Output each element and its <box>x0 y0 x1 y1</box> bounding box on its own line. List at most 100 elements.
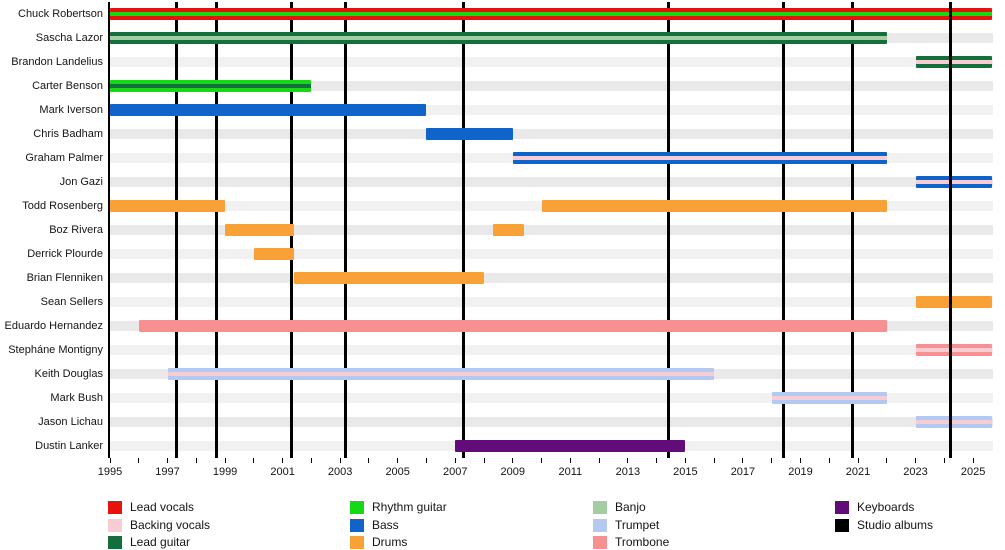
legend-label: Lead guitar <box>130 535 191 549</box>
axis-tick <box>598 458 600 463</box>
timeline-bar <box>138 320 887 332</box>
timeline-bar <box>110 200 226 212</box>
axis-tick <box>656 458 658 463</box>
timeline-row-band <box>110 273 993 283</box>
bar-stripe <box>915 180 992 184</box>
axis-year-label: 2025 <box>960 466 986 478</box>
member-label: Jason Lichau <box>38 416 103 428</box>
axis-tick <box>282 458 284 463</box>
member-label: Derrick Plourde <box>27 248 103 260</box>
album-line <box>174 2 178 458</box>
axis-tick <box>627 458 629 463</box>
axis-year-label: 2021 <box>845 466 871 478</box>
axis-year-label: 2009 <box>500 466 525 478</box>
album-line <box>344 2 348 458</box>
member-label: Keith Douglas <box>34 368 104 380</box>
timeline-bar <box>541 200 887 212</box>
timeline-bar <box>294 272 484 284</box>
axis-tick <box>915 458 917 463</box>
axis-tick <box>397 458 399 463</box>
timeline-bar <box>771 392 887 404</box>
member-label: Mark Iverson <box>39 104 103 116</box>
axis-tick <box>195 458 197 463</box>
legend-swatch <box>350 501 364 514</box>
member-label: Chuck Robertson <box>18 8 103 20</box>
timeline-row-band <box>110 177 993 187</box>
timeline-row-band <box>110 249 993 259</box>
bar-stripe <box>915 420 992 424</box>
axis-year-label: 1999 <box>212 466 238 478</box>
axis-tick <box>425 458 427 463</box>
axis-year-label: 1997 <box>155 466 180 478</box>
member-label: Todd Rosenberg <box>22 200 103 212</box>
timeline-bar <box>915 344 992 356</box>
axis-tick <box>483 458 485 463</box>
timeline-bar <box>426 128 513 140</box>
member-label: Dustin Lanker <box>35 440 103 452</box>
timeline-bar <box>915 296 992 308</box>
album-line <box>948 2 952 458</box>
axis-tick <box>742 458 744 463</box>
timeline-bar <box>492 224 525 236</box>
timeline-bar <box>455 440 686 452</box>
axis-tick <box>310 458 312 463</box>
legend-swatch <box>593 518 607 532</box>
axis-tick <box>799 458 801 463</box>
axis-tick <box>167 458 169 463</box>
axis-tick <box>253 458 255 463</box>
timeline-bar <box>915 176 992 188</box>
axis-year-label: 2011 <box>558 466 583 478</box>
member-label: Mark Bush <box>50 392 103 404</box>
member-label: Sean Sellers <box>40 296 103 308</box>
legend-swatch <box>835 518 849 532</box>
legend-swatch <box>350 536 364 549</box>
member-label: Sascha Lazor <box>35 32 103 44</box>
bar-stripe <box>915 348 992 352</box>
member-label: Graham Palmer <box>25 152 103 164</box>
axis-tick <box>541 458 543 463</box>
timeline-bar <box>225 224 295 236</box>
timeline-row-band <box>110 129 993 139</box>
album-line <box>462 2 466 458</box>
timeline-bar <box>253 248 295 260</box>
legend-label: Backing vocals <box>130 517 211 532</box>
timeline-row-band <box>110 345 993 355</box>
member-label: Stepháne Montigny <box>8 344 103 356</box>
axis-year-label: 2003 <box>327 466 353 478</box>
timeline-row-band <box>110 225 993 235</box>
member-label: Carter Benson <box>32 80 103 92</box>
axis-year-label: 2015 <box>673 466 698 478</box>
bar-stripe <box>915 60 992 64</box>
axis-year-label: 1995 <box>97 466 123 478</box>
axis-tick <box>972 458 974 463</box>
axis-tick <box>368 458 370 463</box>
legend-label: Drums <box>372 535 408 549</box>
timeline-bar <box>512 152 887 164</box>
plot-left-border <box>108 2 110 458</box>
axis-year-label: 2019 <box>788 466 813 478</box>
axis-tick <box>109 458 111 463</box>
timeline-row-band <box>110 81 993 91</box>
album-line <box>781 2 785 458</box>
legend-swatch <box>350 518 364 532</box>
timeline-row-band <box>110 105 993 115</box>
timeline-bar <box>110 104 427 116</box>
axis-tick <box>224 458 226 463</box>
legend-swatch <box>835 501 849 514</box>
legend-swatch <box>108 501 122 514</box>
timeline-row-band <box>110 417 993 427</box>
axis-tick <box>454 458 456 463</box>
legend-label: Bass <box>372 517 399 532</box>
legend-label: Studio albums <box>857 517 934 532</box>
legend-swatch <box>108 518 122 532</box>
timeline-row-band <box>110 393 993 403</box>
timeline-bar <box>915 56 992 68</box>
axis-tick <box>339 458 341 463</box>
axis-year-label: 2005 <box>385 466 410 478</box>
member-label: Chris Badham <box>33 128 103 140</box>
timeline-row-band <box>110 297 993 307</box>
